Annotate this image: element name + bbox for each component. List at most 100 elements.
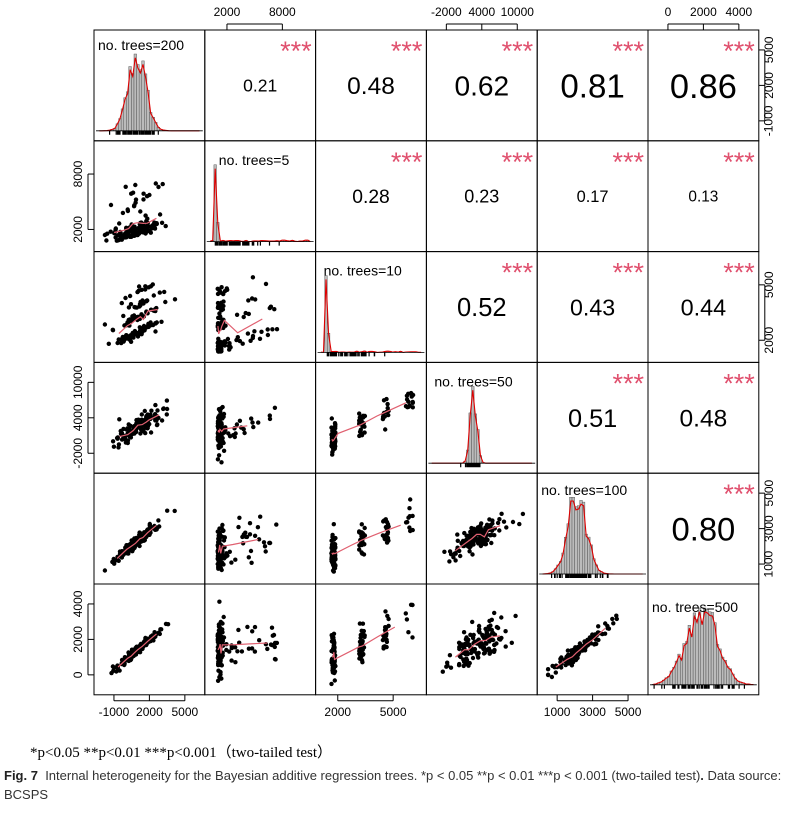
scatter-point — [492, 533, 497, 538]
scatter-point — [128, 302, 134, 307]
histogram-bar — [680, 658, 684, 685]
smooth-line — [217, 425, 248, 433]
scatter-point — [137, 325, 142, 330]
scatter-point — [133, 330, 138, 335]
scatter-point — [499, 615, 504, 620]
scatter-point — [509, 640, 514, 645]
scatter-point — [110, 439, 116, 444]
smooth-line — [118, 308, 158, 334]
rug-marks — [109, 130, 159, 135]
scatter-point — [115, 340, 120, 346]
scatter-point — [136, 226, 141, 231]
axis-tick-label: 1000 — [762, 550, 776, 577]
significance-stars: *** — [723, 36, 755, 66]
scatter-point — [498, 637, 503, 642]
scatter-point — [116, 442, 122, 447]
scatter-point — [469, 648, 474, 653]
smooth-line — [114, 217, 157, 234]
smooth-line — [117, 633, 157, 668]
scatter-point — [220, 639, 225, 644]
scatter-point — [118, 230, 123, 236]
scatter-point — [217, 435, 222, 440]
scatter-point — [229, 658, 234, 663]
significance-stars: *** — [391, 36, 423, 66]
scatter-point — [456, 640, 462, 645]
scatter-point — [359, 550, 364, 555]
scatter-point — [460, 538, 466, 544]
scatter-point — [360, 660, 365, 665]
scatter-point — [407, 506, 412, 511]
scatter-point — [217, 526, 222, 531]
scatter-point — [123, 295, 128, 301]
histogram-bar — [571, 497, 575, 575]
scatter-point — [330, 562, 336, 567]
correlation-value: 0.81 — [560, 68, 624, 105]
scatter-point — [138, 419, 143, 425]
scatter-point — [113, 235, 118, 240]
smooth-line — [116, 525, 157, 559]
scatter-point — [440, 669, 445, 674]
scatter-point — [456, 663, 462, 668]
scatter-point — [163, 223, 168, 229]
scatter-point — [130, 226, 136, 232]
scatter-point — [501, 519, 507, 524]
scatter-point — [602, 631, 608, 636]
axis-tick-label: 2000 — [690, 5, 717, 19]
scatter-point — [124, 543, 129, 548]
scatter-point — [134, 305, 139, 310]
scatter-point — [216, 554, 221, 559]
scatter-point — [220, 404, 225, 410]
scatter-point — [144, 218, 149, 224]
smooth-line — [217, 538, 259, 554]
scatter-point — [124, 333, 129, 338]
scatter-point — [403, 520, 409, 525]
scatter-point — [549, 674, 555, 680]
scatter-point — [476, 623, 482, 629]
scatter-point — [380, 637, 386, 643]
scatter-point — [461, 630, 467, 635]
scatter-point — [141, 197, 146, 202]
significance-stars: *** — [612, 368, 644, 398]
scatter-point — [146, 532, 152, 537]
scatter-point — [236, 524, 241, 530]
scatter-point — [234, 422, 240, 427]
scatter-point — [154, 320, 159, 325]
scatter-point — [121, 338, 127, 343]
scatter-point — [476, 628, 481, 634]
scatter-point — [256, 420, 261, 425]
scatter-point — [137, 650, 143, 655]
scatter-point — [470, 655, 476, 661]
scatter-point — [383, 427, 388, 432]
scatter-point — [360, 621, 366, 626]
scatter-point — [267, 413, 272, 418]
scatter-point — [145, 412, 150, 417]
axis-tick-label: 1000 — [544, 705, 571, 719]
scatter-point — [487, 618, 492, 624]
scatter-point — [611, 621, 616, 626]
scatter-point — [563, 662, 568, 668]
scatter-point — [569, 663, 575, 668]
scatter-point — [575, 655, 580, 661]
axis-tick-label: -2000 — [431, 5, 462, 19]
scatter-point — [330, 545, 335, 550]
scatter-point — [410, 527, 415, 533]
scatter-point — [569, 650, 574, 656]
rug-marks — [214, 241, 280, 246]
axis-tick-label: 2000 — [136, 705, 163, 719]
scatter-point — [125, 440, 130, 446]
scatter-point — [157, 290, 162, 295]
variable-label: no. trees=10 — [324, 263, 402, 279]
scatter-point — [141, 191, 146, 196]
scatter-point — [222, 339, 227, 344]
histogram-bar — [138, 69, 142, 132]
scatter-point — [157, 212, 163, 217]
scatter-point — [265, 327, 270, 332]
scatter-point — [331, 442, 337, 447]
scatter-point — [478, 543, 484, 549]
significance-stars: *** — [391, 147, 423, 177]
scatter-point — [143, 284, 148, 289]
scatter-point — [156, 184, 161, 190]
scatter-point — [217, 421, 223, 426]
scatter-point — [463, 659, 468, 664]
scatter-point — [125, 207, 130, 212]
